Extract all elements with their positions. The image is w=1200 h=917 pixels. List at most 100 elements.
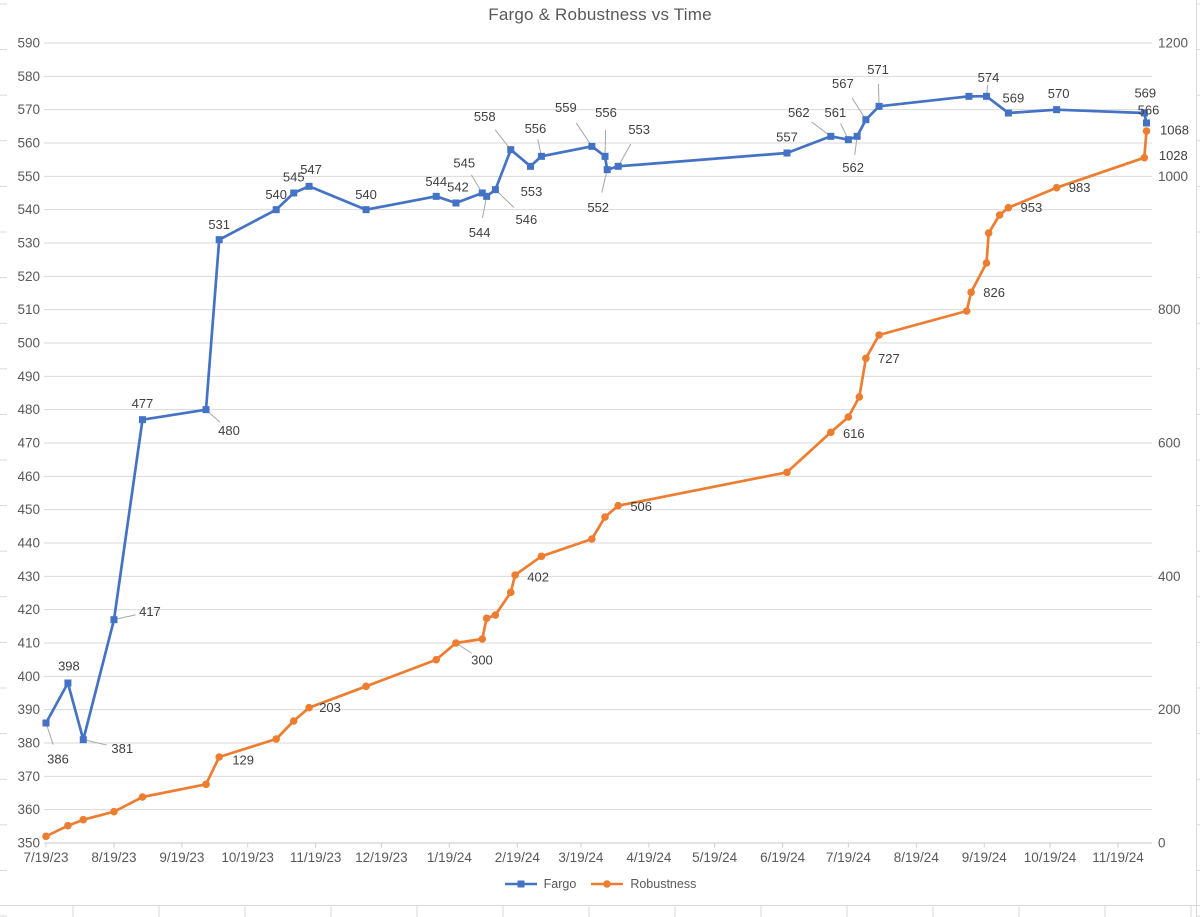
- data-label: 398: [58, 659, 80, 674]
- data-point-marker: [432, 192, 440, 200]
- legend-label-robustness: Robustness: [630, 877, 697, 891]
- gridlines: [44, 42, 1152, 844]
- data-point-marker: [478, 189, 486, 197]
- x-axis-label: 8/19/24: [894, 850, 940, 865]
- data-point-marker: [982, 92, 990, 100]
- data-label: 567: [832, 76, 854, 91]
- y-axis-left-label: 390: [17, 702, 40, 717]
- data-label-leader: [83, 739, 107, 746]
- legend-item-fargo[interactable]: Fargo: [504, 877, 577, 891]
- robustness-line-marker-icon: [591, 880, 624, 888]
- data-point-marker: [452, 199, 460, 207]
- data-point-marker: [215, 753, 223, 761]
- data-point-marker: [588, 142, 596, 150]
- data-point-marker: [1140, 109, 1148, 117]
- y-axis-right-label: 600: [1158, 436, 1181, 451]
- data-point-marker: [272, 206, 280, 214]
- y-axis-right-label: 1200: [1158, 36, 1188, 51]
- data-point-marker: [290, 189, 298, 197]
- data-label: 558: [474, 109, 496, 124]
- data-label: 129: [232, 753, 254, 768]
- data-label: 562: [842, 160, 864, 175]
- data-label: 203: [319, 700, 341, 715]
- x-axis-label: 2/19/24: [495, 850, 541, 865]
- y-axis-left-label: 510: [17, 302, 40, 317]
- data-label: 561: [825, 105, 847, 120]
- y-axis-right-label: 800: [1158, 302, 1181, 317]
- data-label-leader: [45, 722, 54, 745]
- y-axis-left-label: 350: [17, 836, 40, 851]
- x-axis-label: 9/19/23: [159, 850, 204, 865]
- fargo-line-marker-icon: [504, 880, 537, 888]
- data-point-marker: [482, 614, 491, 623]
- y-axis-left-label: 370: [17, 769, 40, 784]
- data-point-marker: [491, 611, 500, 619]
- data-label: 953: [1021, 200, 1043, 215]
- data-label: 386: [47, 752, 69, 767]
- y-axis-right-label: 0: [1158, 836, 1166, 851]
- data-point-marker: [601, 513, 609, 521]
- y-axis-left-label: 550: [17, 169, 40, 184]
- y-axis-left-label: 470: [17, 436, 40, 451]
- data-point-marker: [827, 428, 835, 437]
- data-label: 546: [516, 212, 538, 227]
- y-axis-right-label: 400: [1158, 569, 1181, 584]
- data-point-marker: [289, 717, 298, 725]
- data-point-marker: [110, 807, 118, 816]
- legend: Fargo Robustness: [0, 877, 1200, 891]
- y-axis-left-label: 500: [17, 336, 40, 351]
- data-point-marker: [844, 136, 852, 144]
- y-axis-left-label: 590: [17, 36, 40, 51]
- data-point-marker: [614, 501, 622, 510]
- data-label: 553: [521, 184, 543, 199]
- data-point-marker: [982, 259, 991, 267]
- data-label: 727: [878, 351, 900, 366]
- data-point-marker: [1142, 127, 1151, 135]
- data-label: 544: [469, 225, 491, 240]
- data-point-marker: [783, 149, 791, 157]
- data-label: 477: [132, 396, 154, 411]
- y-axis-left-label: 580: [17, 69, 40, 84]
- series-robustness: 129 203 300 402 506 616 727 826 953 983 1028 1068: [42, 123, 1189, 841]
- data-point-marker: [862, 354, 870, 363]
- legend-label-fargo: Fargo: [543, 877, 577, 891]
- y-axis-left-label: 440: [17, 536, 40, 551]
- data-point-marker: [962, 307, 971, 315]
- data-point-marker: [305, 182, 313, 190]
- data-point-marker: [362, 682, 370, 691]
- legend-item-robustness[interactable]: Robustness: [590, 877, 696, 891]
- y-axis-left-label: 570: [17, 102, 40, 117]
- y-axis-left-label: 420: [17, 602, 40, 617]
- data-label: 616: [843, 426, 865, 441]
- y-axis-left-label: 530: [17, 236, 40, 251]
- data-point-marker: [432, 655, 441, 664]
- y-axis-left-label: 480: [17, 402, 40, 417]
- y-axis-left-label: 490: [17, 369, 40, 384]
- y-axis-left-label: 380: [17, 736, 40, 751]
- y-axis-left-label: 430: [17, 569, 40, 584]
- data-label-leader: [604, 129, 607, 157]
- data-point-marker: [588, 535, 596, 543]
- data-point-marker: [1052, 183, 1061, 192]
- x-axis-label: 11/19/24: [1092, 850, 1144, 865]
- data-label: 983: [1069, 180, 1091, 195]
- data-point-marker: [452, 639, 460, 647]
- data-point-marker: [478, 635, 487, 643]
- chart-title: Fargo & Robustness vs Time: [488, 5, 712, 24]
- data-label: 562: [788, 105, 810, 120]
- data-point-marker: [215, 236, 223, 244]
- x-axis-label: 11/19/23: [290, 850, 342, 865]
- data-label: 569: [1003, 91, 1025, 106]
- y-axis-left-label: 560: [17, 136, 40, 151]
- data-label: 566: [1138, 103, 1160, 118]
- x-axis-label: 10/19/24: [1024, 850, 1077, 865]
- data-point-marker: [272, 735, 280, 743]
- data-point-marker: [537, 152, 545, 160]
- data-label: 540: [355, 187, 377, 202]
- data-label: 544: [425, 174, 447, 189]
- data-point-marker: [1004, 109, 1012, 117]
